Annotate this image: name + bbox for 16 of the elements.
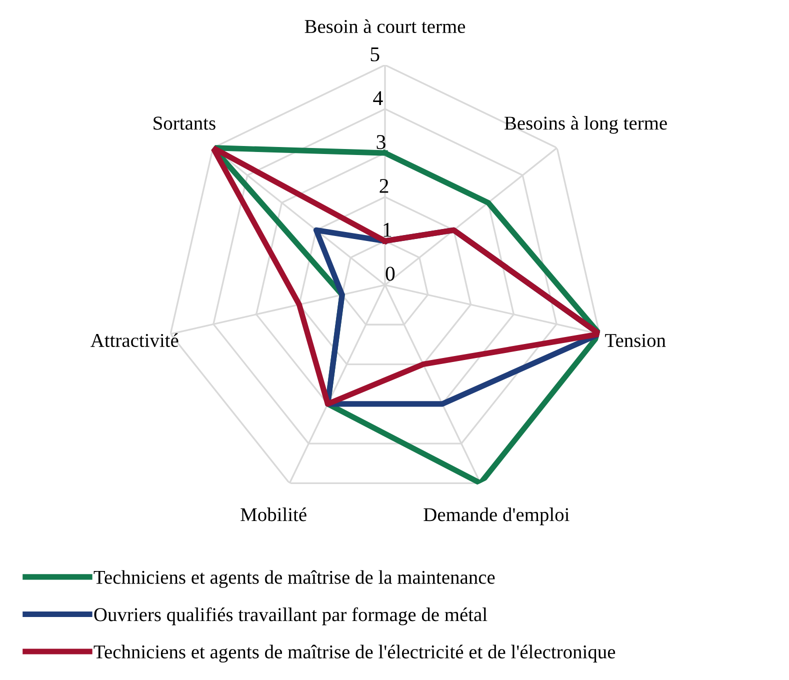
legend-label: Techniciens et agents de maîtrise de l'électricité et de l'électronique bbox=[94, 644, 616, 662]
spoke-label: Demande d'emploi bbox=[424, 508, 570, 526]
y-tick-label: 5 bbox=[370, 47, 380, 62]
spoke-label: Attractivité bbox=[90, 333, 178, 348]
y-tick-label: 0 bbox=[386, 266, 395, 281]
legend-label: Ouvriers qualifiés travaillant par formage de métal bbox=[94, 607, 488, 626]
spoke-label: Mobilité bbox=[240, 508, 306, 522]
spoke-label: Sortants bbox=[154, 116, 216, 130]
y-tick-label: 3 bbox=[376, 135, 386, 150]
legend-label: Techniciens et agents de maîtrise de la maintenance bbox=[94, 570, 495, 588]
spoke-label: Besoins à long terme bbox=[504, 116, 667, 134]
spoke-label: Tension bbox=[605, 334, 666, 348]
y-tick-label: 1 bbox=[384, 222, 392, 237]
y-tick-label: 4 bbox=[373, 91, 383, 105]
spoke-label: Besoin à court terme bbox=[304, 19, 466, 34]
y-tick-label: 2 bbox=[380, 178, 388, 193]
